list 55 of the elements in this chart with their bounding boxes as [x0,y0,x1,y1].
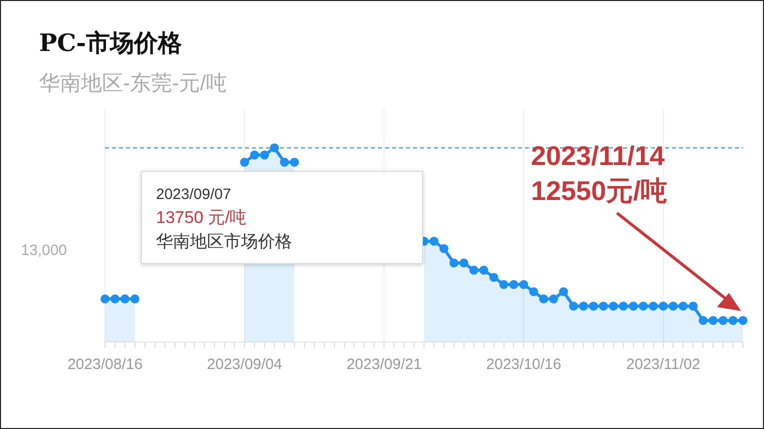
annotation: 13750 元/吨 [156,206,248,229]
point [648,302,658,311]
point [449,258,458,268]
point [110,294,120,304]
point [499,280,508,290]
x-tick-label: 2023/08/16 [67,356,143,374]
point [559,287,568,296]
x-tick-label: 2023/10/16 [486,356,562,374]
x-tick-label: 2023/09/04 [207,356,282,374]
point [728,316,738,325]
point [638,302,648,311]
point [509,280,518,290]
point [130,294,140,304]
point [618,302,628,311]
chart-title: PC-市场价格 [39,27,182,59]
point [549,294,558,304]
point [479,266,488,275]
point [569,302,578,311]
tooltip-box: 2023/09/07 13750 元/吨 华南地区市场价格 [141,171,423,264]
point [100,294,110,304]
x-tick-label: 2023/09/21 [346,356,422,374]
point [658,302,668,311]
point [290,158,299,167]
point [608,302,618,311]
annotation: 华南地区市场价格 [156,231,293,254]
annotation: 2023/11/14 [531,140,666,173]
point [280,158,289,167]
point [718,316,728,325]
point [698,316,708,325]
annotation: 2023/09/07 [156,185,232,205]
chart-subtitle: 华南地区-东莞-元/吨 [39,71,227,97]
point [628,302,638,311]
point [519,280,528,290]
point [579,302,588,311]
point [529,287,538,296]
point [429,236,438,246]
point [240,158,250,167]
point [250,150,260,160]
point [668,302,678,311]
x-tick-label: 2023/11/02 [626,356,700,374]
annotation: 12550元/吨 [531,175,668,208]
point [260,150,269,160]
point [598,302,608,311]
point [459,258,468,268]
point [469,266,478,275]
text: 13,000 [21,242,67,259]
point [708,316,718,325]
point [678,302,688,311]
point [439,244,448,254]
point [738,316,748,325]
point [489,272,498,282]
point [688,302,698,311]
point [588,302,598,311]
point [120,294,130,304]
point [539,294,548,304]
